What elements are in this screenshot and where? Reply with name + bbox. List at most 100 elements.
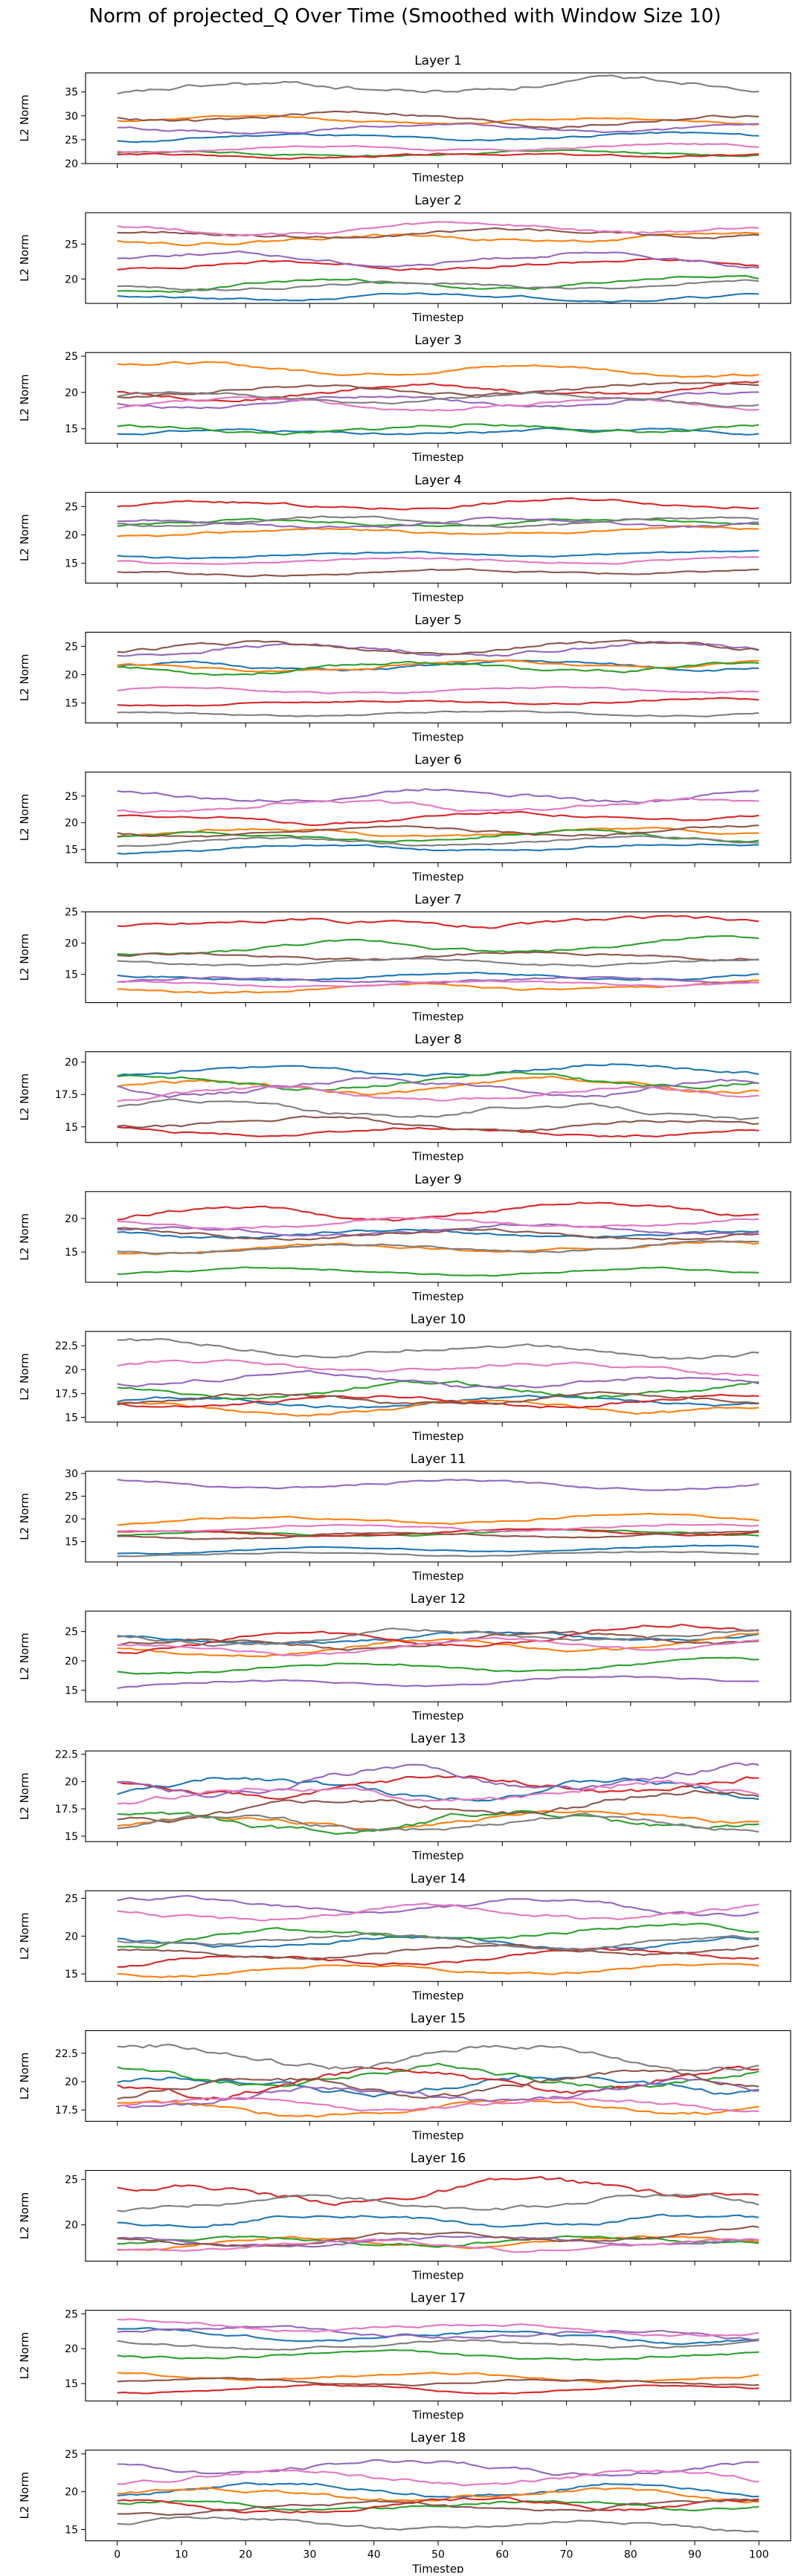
y-tick-label: 20 bbox=[65, 274, 78, 285]
subplot-layer-8: Layer 8 15 17.5 20 Timestep L2 Norm bbox=[18, 1033, 791, 1163]
series-line-2 bbox=[117, 1512, 759, 1526]
y-tick-label: 22.5 bbox=[55, 1749, 78, 1761]
series-line-1 bbox=[117, 1063, 759, 1077]
series-line-3 bbox=[117, 2235, 759, 2248]
x-tick-label: 60 bbox=[495, 2549, 509, 2561]
series-line-6 bbox=[117, 824, 759, 838]
subplot-title: Layer 15 bbox=[411, 2011, 466, 2026]
series-line-2 bbox=[117, 826, 759, 838]
y-tick-label: 20 bbox=[65, 2076, 78, 2088]
y-tick-label: 20 bbox=[65, 670, 78, 682]
y-tick-label: 20 bbox=[65, 158, 78, 170]
series-line-4 bbox=[117, 1201, 759, 1222]
series-line-3 bbox=[117, 1266, 759, 1277]
y-tick-label: 15 bbox=[65, 845, 78, 856]
series-line-7 bbox=[117, 2096, 759, 2113]
subplot-title: Layer 9 bbox=[414, 1172, 462, 1187]
y-tick-label: 25 bbox=[65, 135, 78, 146]
y-tick-label: 25 bbox=[65, 1893, 78, 1905]
series-line-1 bbox=[117, 292, 759, 303]
series-group bbox=[117, 2044, 759, 2118]
series-line-2 bbox=[117, 1632, 759, 1658]
y-tick-label: 20 bbox=[65, 818, 78, 830]
series-line-4 bbox=[117, 2383, 759, 2395]
y-tick-label: 30 bbox=[65, 111, 78, 123]
series-line-6 bbox=[117, 2225, 759, 2247]
series-line-5 bbox=[117, 1479, 759, 1491]
series-line-8 bbox=[117, 1932, 759, 1951]
series-line-5 bbox=[117, 123, 759, 135]
y-tick-label: 25 bbox=[65, 907, 78, 919]
y-axis-label: L2 Norm bbox=[18, 1772, 31, 1820]
series-group bbox=[117, 639, 759, 717]
subplot-title: Layer 5 bbox=[414, 613, 462, 627]
y-tick-label: 17.5 bbox=[55, 1089, 78, 1101]
y-tick-label: 20 bbox=[65, 2343, 78, 2355]
x-axis-label: Timestep bbox=[411, 1290, 463, 1303]
series-group bbox=[117, 1479, 759, 1557]
series-line-2 bbox=[117, 361, 759, 378]
subplot-title: Layer 7 bbox=[414, 893, 462, 908]
series-line-6 bbox=[117, 1391, 759, 1406]
series-line-7 bbox=[117, 1902, 759, 1922]
subplot-layer-18: Layer 18 15 20 25 0 10 20 30 40 50 60 70 80 90 100 Time… bbox=[18, 2431, 791, 2576]
subplot-layer-13: Layer 13 15 17.5 20 22.5 Timestep L2 Norm bbox=[18, 1731, 791, 1862]
x-tick-label: 90 bbox=[688, 2549, 701, 2561]
x-tick-label: 10 bbox=[175, 2549, 188, 2561]
y-tick-label: 17.5 bbox=[55, 1388, 78, 1400]
y-tick-label: 22.5 bbox=[55, 2048, 78, 2060]
series-line-2 bbox=[117, 1810, 759, 1831]
subplot-layer-2: Layer 2 20 25 Timestep L2 Norm bbox=[18, 193, 791, 324]
series-line-4 bbox=[117, 2175, 759, 2207]
series-line-8 bbox=[117, 2044, 759, 2072]
x-axis-label: Timestep bbox=[411, 451, 463, 464]
series-line-5 bbox=[117, 251, 759, 269]
series-line-1 bbox=[117, 2482, 759, 2498]
series-line-7 bbox=[117, 1636, 759, 1656]
subplot-title: Layer 10 bbox=[411, 1312, 466, 1327]
subplot-title: Layer 8 bbox=[414, 1033, 462, 1047]
x-tick-label: 30 bbox=[303, 2549, 317, 2561]
subplot-layer-1: Layer 1 20 25 30 35 Timestep L2 Norm bbox=[18, 54, 791, 184]
x-axis-label: Timestep bbox=[411, 1010, 463, 1024]
series-line-3 bbox=[117, 934, 759, 956]
series-line-7 bbox=[117, 2318, 759, 2337]
subplot-layer-9: Layer 9 15 20 Timestep L2 Norm bbox=[18, 1172, 791, 1303]
x-axis-label: Timestep bbox=[411, 1569, 463, 1583]
y-tick-label: 20 bbox=[65, 1364, 78, 1376]
series-line-8 bbox=[117, 391, 759, 408]
x-axis-label: Timestep bbox=[411, 171, 463, 184]
series-line-7 bbox=[117, 1359, 759, 1377]
series-line-3 bbox=[117, 1656, 759, 1675]
x-axis-label: Timestep bbox=[411, 590, 463, 604]
y-axis-label: L2 Norm bbox=[18, 1074, 31, 1121]
series-group bbox=[117, 788, 759, 855]
subplot-title: Layer 16 bbox=[411, 2151, 466, 2166]
subplot-title: Layer 17 bbox=[411, 2291, 466, 2306]
y-axis-label: L2 Norm bbox=[18, 2332, 31, 2380]
series-line-8 bbox=[117, 2516, 759, 2533]
series-line-4 bbox=[117, 381, 759, 403]
axes-frame bbox=[85, 631, 791, 723]
x-axis-label: Timestep bbox=[411, 730, 463, 743]
subplot-title: Layer 6 bbox=[414, 753, 462, 768]
x-tick-label: 20 bbox=[239, 2549, 252, 2561]
series-line-3 bbox=[117, 2349, 759, 2361]
series-line-8 bbox=[117, 1627, 759, 1647]
series-line-4 bbox=[117, 1947, 759, 1968]
y-axis-label: L2 Norm bbox=[18, 1493, 31, 1540]
x-axis-label: Timestep bbox=[411, 1430, 463, 1443]
y-axis-label: L2 Norm bbox=[18, 934, 31, 981]
series-line-3 bbox=[117, 149, 759, 158]
series-line-3 bbox=[117, 517, 759, 528]
y-tick-label: 25 bbox=[65, 501, 78, 513]
x-axis-label: Timestep bbox=[411, 2563, 463, 2573]
series-line-7 bbox=[117, 1523, 759, 1533]
series-line-6 bbox=[117, 1943, 759, 1960]
series-line-3 bbox=[117, 829, 759, 843]
series-group bbox=[117, 914, 759, 994]
series-line-3 bbox=[117, 423, 759, 436]
series-line-6 bbox=[117, 1789, 759, 1824]
y-axis-label: L2 Norm bbox=[18, 514, 31, 562]
